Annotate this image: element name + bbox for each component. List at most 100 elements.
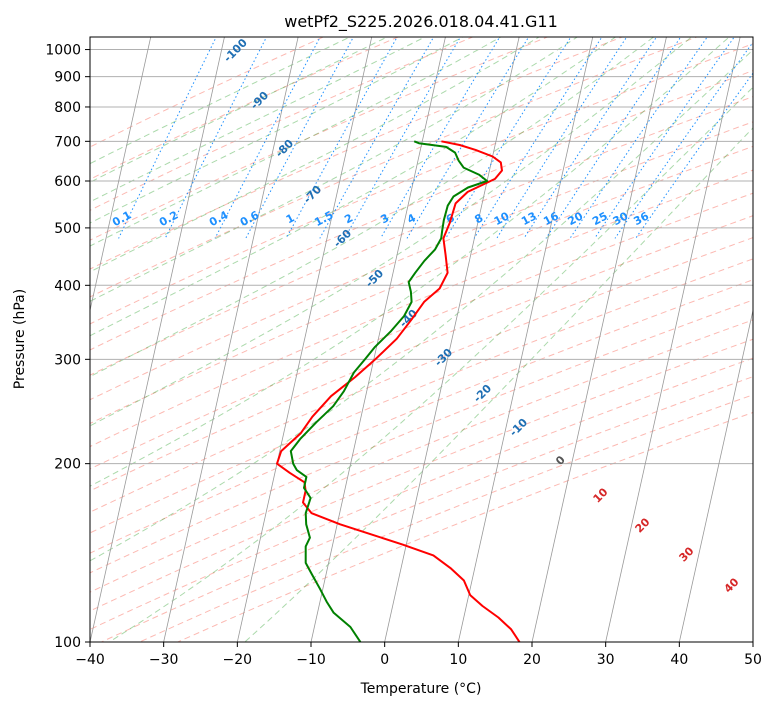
- moist-adiabat: [90, 37, 693, 427]
- isotherm-label: -30: [432, 346, 455, 369]
- isotherm-gridline: [531, 37, 667, 642]
- dry-adiabat: [90, 96, 753, 376]
- y-tick-label: 800: [54, 100, 81, 116]
- dry-adiabat: [90, 37, 400, 180]
- dry-adiabat: [90, 37, 549, 241]
- isotherm-gridline: [90, 37, 225, 642]
- x-axis: −40 −30 −20 −10 0 10 20 30 40 50: [75, 642, 762, 668]
- mixing-ratio-label: 4: [405, 211, 418, 226]
- moist-adiabat: [90, 37, 502, 247]
- y-tick-label: 400: [54, 278, 81, 294]
- dry-adiabat: [90, 357, 753, 630]
- profile-lines: [276, 140, 521, 642]
- plot-frame: [89, 36, 754, 643]
- mixing-ratio-label: 20: [566, 209, 586, 228]
- dry-adiabat: [90, 121, 753, 401]
- isotherm-gridline: [384, 37, 520, 642]
- mixing-ratio-line: [214, 37, 321, 239]
- mixing-ratio-line: [594, 37, 735, 239]
- dry-adiabat: [90, 37, 474, 211]
- x-tick-label: 30: [597, 652, 615, 668]
- isotherm-gridline: [236, 37, 373, 642]
- dewpoint-profile: [289, 140, 489, 642]
- x-tick-label: −40: [75, 652, 105, 668]
- isotherm-label: -90: [248, 89, 271, 112]
- x-axis-label: Temperature (°C): [360, 681, 482, 697]
- dry-adiabat: [90, 319, 753, 593]
- moist-adiabat: [90, 37, 351, 165]
- moist-adiabat: [244, 127, 753, 642]
- moist-adiabat: [90, 37, 464, 224]
- dry-adiabat: [176, 411, 753, 642]
- wetbulb-label: 20: [633, 515, 653, 535]
- isotherm-label: -40: [397, 307, 420, 330]
- mixing-ratio-label: 2: [342, 211, 355, 226]
- chart-title: wetPf2_S225.2026.018.04.41.G11: [284, 12, 558, 32]
- wetbulb-label: 0: [553, 453, 568, 468]
- mixing-ratio-line: [380, 37, 501, 239]
- isotherm-label: -50: [363, 267, 386, 290]
- isotherm-gridline: [90, 37, 152, 313]
- y-tick-label: 300: [54, 352, 81, 368]
- mixing-ratio-label: 36: [631, 209, 651, 228]
- moist-adiabat: [109, 86, 753, 642]
- moist-adiabat: [90, 37, 617, 337]
- wetbulb-label: 40: [722, 575, 742, 595]
- dry-adiabat: [90, 338, 753, 612]
- moist-adiabat: [90, 37, 655, 378]
- mixing-ratio-label: 25: [590, 209, 610, 228]
- dry-adiabat: [90, 299, 753, 574]
- mixing-ratio-label: 16: [541, 209, 561, 228]
- x-tick-label: 0: [380, 652, 389, 668]
- isotherm-label: -100: [221, 36, 250, 65]
- mixing-ratio-line: [164, 37, 268, 239]
- y-tick-label: 200: [54, 457, 81, 473]
- isotherm-labels: 0.1 0.2 0.4 0.6 1 1.5 2 3 4 6 8 10 13 16 20 25 30 36-100-…: [110, 36, 742, 596]
- dry-adiabat: [90, 169, 753, 448]
- mixing-ratio-label: 10: [492, 209, 512, 228]
- x-tick-label: 40: [670, 652, 688, 668]
- mixing-ratio-label: 0.2: [157, 208, 180, 229]
- x-tick-label: 10: [449, 652, 467, 668]
- x-tick-label: −20: [223, 652, 253, 668]
- dry-adiabat: [90, 37, 325, 148]
- mixing-ratio-line: [614, 41, 753, 239]
- isotherm-label: -70: [301, 183, 324, 206]
- wetbulb-label: 30: [677, 544, 697, 564]
- mixing-ratio-line: [523, 37, 658, 239]
- mixing-ratio-label: 13: [519, 209, 539, 228]
- isotherm-label: -10: [507, 416, 530, 439]
- y-tick-label: 100: [54, 635, 81, 651]
- x-tick-label: 50: [744, 652, 762, 668]
- y-tick-label: 1000: [45, 43, 81, 59]
- x-tick-label: −10: [296, 652, 326, 668]
- isotherm-gridline: [457, 37, 594, 642]
- isotherm-gridline: [605, 37, 741, 642]
- mixing-ratio-label: 1: [284, 211, 297, 226]
- moist-adiabat: [90, 37, 730, 487]
- mixing-ratio-line: [473, 37, 603, 239]
- x-tick-label: −30: [149, 652, 179, 668]
- mixing-ratio-line: [285, 37, 398, 239]
- isotherm-label: -60: [331, 227, 354, 250]
- isotherm-gridline: [678, 308, 753, 642]
- dry-adiabat: [90, 37, 624, 270]
- mixing-ratio-label: 8: [472, 211, 485, 226]
- dry-adiabat: [90, 43, 753, 325]
- isotherm-gridline: [0, 25, 6, 655]
- wetbulb-label: 10: [591, 485, 611, 505]
- mixing-ratio-line: [496, 37, 628, 239]
- dry-adiabat: [90, 279, 753, 554]
- y-tick-label: 700: [54, 134, 81, 150]
- temperature-profile: [276, 140, 521, 642]
- mixing-ratio-label: 0.6: [238, 208, 262, 229]
- isotherm-gridline: [163, 37, 299, 642]
- mixing-ratio-line: [319, 37, 435, 239]
- mixing-ratio-line: [406, 37, 530, 239]
- mixing-ratio-line: [245, 37, 355, 239]
- moist-adiabat: [90, 37, 540, 273]
- y-axis: 100 200 300 400 500 600 700 800 900 1000: [45, 43, 90, 651]
- y-axis-label: Pressure (hPa): [12, 289, 28, 389]
- mixing-ratio-line: [344, 37, 462, 239]
